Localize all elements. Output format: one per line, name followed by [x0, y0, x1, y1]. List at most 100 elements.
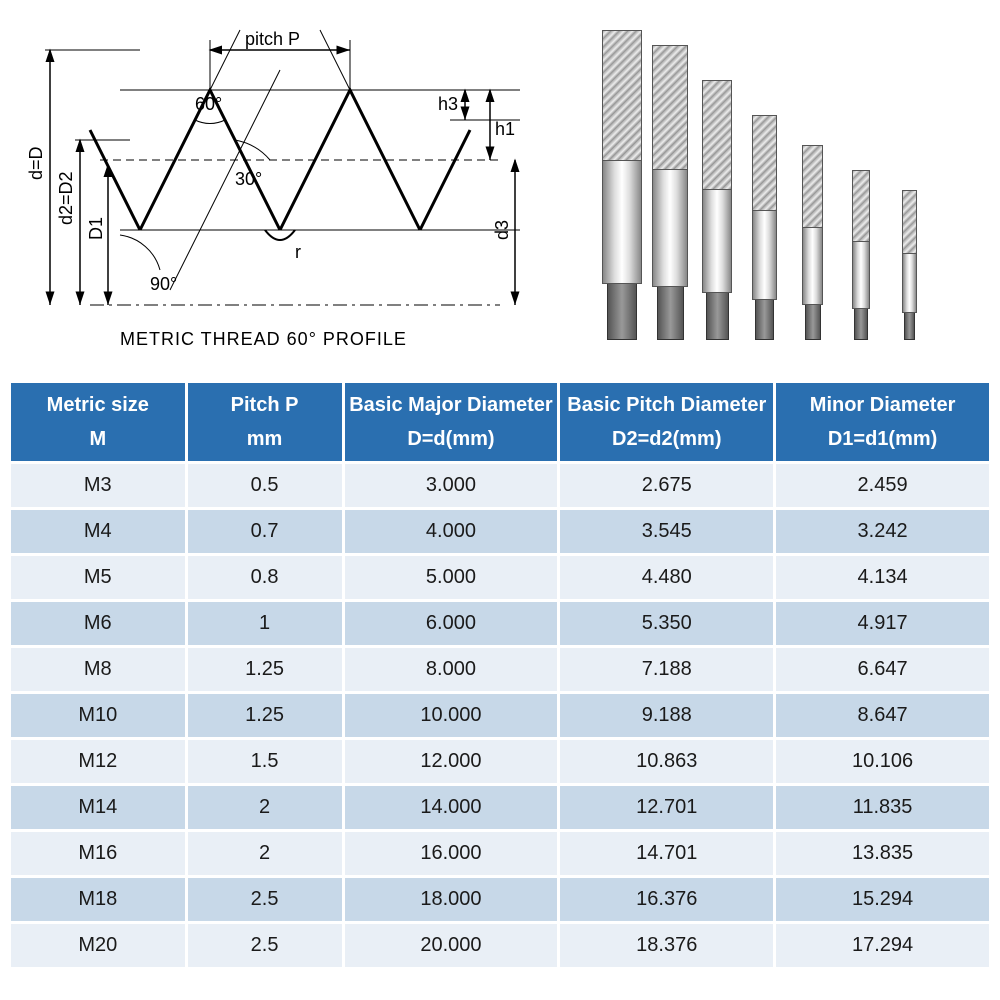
table-cell: M12 — [10, 739, 187, 785]
table-row: M40.74.0003.5453.242 — [10, 509, 991, 555]
label-d3: d3 — [492, 220, 512, 240]
table-cell: 15.294 — [775, 877, 991, 923]
table-row: M616.0005.3504.917 — [10, 601, 991, 647]
label-30: 30° — [235, 169, 262, 189]
table-cell: 2.459 — [775, 463, 991, 509]
table-cell: 6.000 — [343, 601, 559, 647]
table-cell: 10.863 — [559, 739, 775, 785]
table-row: M202.520.00018.37617.294 — [10, 923, 991, 969]
table-cell: M16 — [10, 831, 187, 877]
label-dD: d=D — [26, 146, 46, 180]
table-cell: 16.376 — [559, 877, 775, 923]
table-cell: M10 — [10, 693, 187, 739]
thread-profile-diagram: pitch P 60° 30° 90° h3 h1 r d=D d2=D2 D1… — [0, 0, 560, 380]
table-cell: 0.8 — [186, 555, 343, 601]
table-cell: 11.835 — [775, 785, 991, 831]
tap-tool — [802, 145, 823, 340]
col-header-line1: Minor Diameter — [810, 394, 956, 416]
table-cell: 12.701 — [559, 785, 775, 831]
col-header-line2: D1=d1(mm) — [780, 425, 985, 453]
table-cell: M8 — [10, 647, 187, 693]
table-row: M101.2510.0009.1888.647 — [10, 693, 991, 739]
table-cell: 9.188 — [559, 693, 775, 739]
table-row: M50.85.0004.4804.134 — [10, 555, 991, 601]
table-cell: 16.000 — [343, 831, 559, 877]
table-row: M30.53.0002.6752.459 — [10, 463, 991, 509]
col-header-line2: D2=d2(mm) — [564, 425, 769, 453]
table-cell: 1.5 — [186, 739, 343, 785]
table-cell: M20 — [10, 923, 187, 969]
table-cell: 2 — [186, 831, 343, 877]
table-cell: 14.701 — [559, 831, 775, 877]
tap-tool — [602, 30, 642, 340]
table-cell: 2.5 — [186, 923, 343, 969]
table-cell: 10.106 — [775, 739, 991, 785]
table-cell: 14.000 — [343, 785, 559, 831]
label-60: 60° — [195, 94, 222, 114]
table-cell: 5.000 — [343, 555, 559, 601]
table-cell: 3.545 — [559, 509, 775, 555]
top-section: pitch P 60° 30° 90° h3 h1 r d=D d2=D2 D1… — [0, 0, 1000, 380]
table-row: M182.518.00016.37615.294 — [10, 877, 991, 923]
col-header-line1: Basic Pitch Diameter — [567, 394, 766, 416]
table-cell: 3.000 — [343, 463, 559, 509]
col-header-line1: Metric size — [47, 394, 149, 416]
table-cell: 2 — [186, 785, 343, 831]
table-cell: 18.000 — [343, 877, 559, 923]
table-cell: 1.25 — [186, 647, 343, 693]
table-row: M81.258.0007.1886.647 — [10, 647, 991, 693]
col-header: Basic Major Diameter D=d(mm) — [343, 382, 559, 463]
table-cell: 10.000 — [343, 693, 559, 739]
table-cell: M4 — [10, 509, 187, 555]
col-header-line2: mm — [192, 425, 338, 453]
table-row: M14214.00012.70111.835 — [10, 785, 991, 831]
table-cell: 6.647 — [775, 647, 991, 693]
table-header-row: Metric sizeMPitch PmmBasic Major Diamete… — [10, 382, 991, 463]
tap-tool — [702, 80, 732, 340]
thread-diagram-svg: pitch P 60° 30° 90° h3 h1 r d=D d2=D2 D1… — [20, 10, 560, 340]
col-header: Pitch P mm — [186, 382, 343, 463]
label-h3: h3 — [438, 94, 458, 114]
thread-table-wrap: Metric sizeMPitch PmmBasic Major Diamete… — [0, 380, 1000, 970]
table-cell: 4.000 — [343, 509, 559, 555]
label-d2D2: d2=D2 — [56, 171, 76, 225]
table-cell: 2.675 — [559, 463, 775, 509]
col-header-line2: D=d(mm) — [349, 425, 554, 453]
table-cell: 4.134 — [775, 555, 991, 601]
table-cell: M5 — [10, 555, 187, 601]
label-h1: h1 — [495, 119, 515, 139]
table-cell: 17.294 — [775, 923, 991, 969]
col-header: Basic Pitch Diameter D2=d2(mm) — [559, 382, 775, 463]
col-header-line1: Basic Major Diameter — [349, 394, 552, 416]
table-cell: 12.000 — [343, 739, 559, 785]
col-header: Metric size M — [10, 382, 187, 463]
table-cell: 20.000 — [343, 923, 559, 969]
table-cell: 4.917 — [775, 601, 991, 647]
table-cell: 13.835 — [775, 831, 991, 877]
table-cell: M14 — [10, 785, 187, 831]
table-cell: 18.376 — [559, 923, 775, 969]
table-body: M30.53.0002.6752.459M40.74.0003.5453.242… — [10, 463, 991, 969]
table-row: M16216.00014.70113.835 — [10, 831, 991, 877]
table-cell: 5.350 — [559, 601, 775, 647]
label-r: r — [295, 242, 301, 262]
taps-photo — [560, 0, 1000, 380]
diagram-caption: METRIC THREAD 60° PROFILE — [120, 329, 407, 350]
table-cell: 0.5 — [186, 463, 343, 509]
tap-tool — [852, 170, 870, 340]
tap-tool — [902, 190, 917, 340]
label-90: 90° — [150, 274, 177, 294]
table-cell: 7.188 — [559, 647, 775, 693]
table-cell: M18 — [10, 877, 187, 923]
table-cell: 1 — [186, 601, 343, 647]
tap-tool — [752, 115, 777, 340]
label-pitch: pitch P — [245, 29, 300, 49]
table-cell: 2.5 — [186, 877, 343, 923]
col-header-line1: Pitch P — [231, 394, 299, 416]
table-cell: M6 — [10, 601, 187, 647]
col-header-line2: M — [15, 425, 181, 453]
col-header: Minor Diameter D1=d1(mm) — [775, 382, 991, 463]
table-cell: 3.242 — [775, 509, 991, 555]
table-cell: 1.25 — [186, 693, 343, 739]
tap-tool — [652, 45, 688, 340]
